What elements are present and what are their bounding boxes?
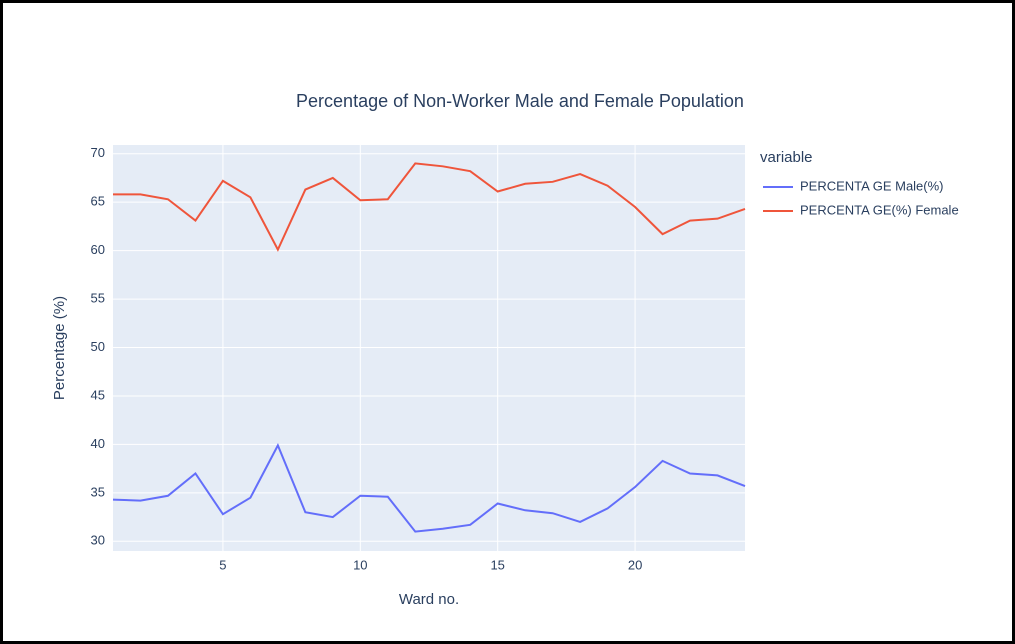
y-tick-label: 30 — [91, 533, 105, 548]
legend-label: PERCENTA GE(%) Female — [800, 202, 959, 217]
y-tick-label: 35 — [91, 484, 105, 499]
x-axis-title: Ward no. — [399, 591, 459, 608]
y-tick-label: 55 — [91, 291, 105, 306]
line-series — [112, 443, 746, 533]
chart-title: Percentage of Non-Worker Male and Female… — [296, 91, 744, 111]
x-tick-label: 20 — [628, 557, 642, 572]
y-tick-label: 70 — [91, 145, 105, 160]
line-series — [113, 162, 746, 252]
y-tick-label: 40 — [91, 436, 105, 451]
legend-title: variable — [760, 149, 813, 166]
x-tick-label: 10 — [353, 557, 367, 572]
y-axis-title: Percentage (%) — [51, 296, 68, 400]
y-tick-label: 50 — [91, 339, 105, 354]
legend-label: PERCENTA GE Male(%) — [800, 178, 944, 193]
y-tick-label: 45 — [91, 387, 105, 402]
x-tick-label: 5 — [219, 557, 226, 572]
y-tick-label: 65 — [91, 194, 105, 209]
y-tick-label: 60 — [91, 242, 105, 257]
x-tick-label: 15 — [490, 557, 504, 572]
